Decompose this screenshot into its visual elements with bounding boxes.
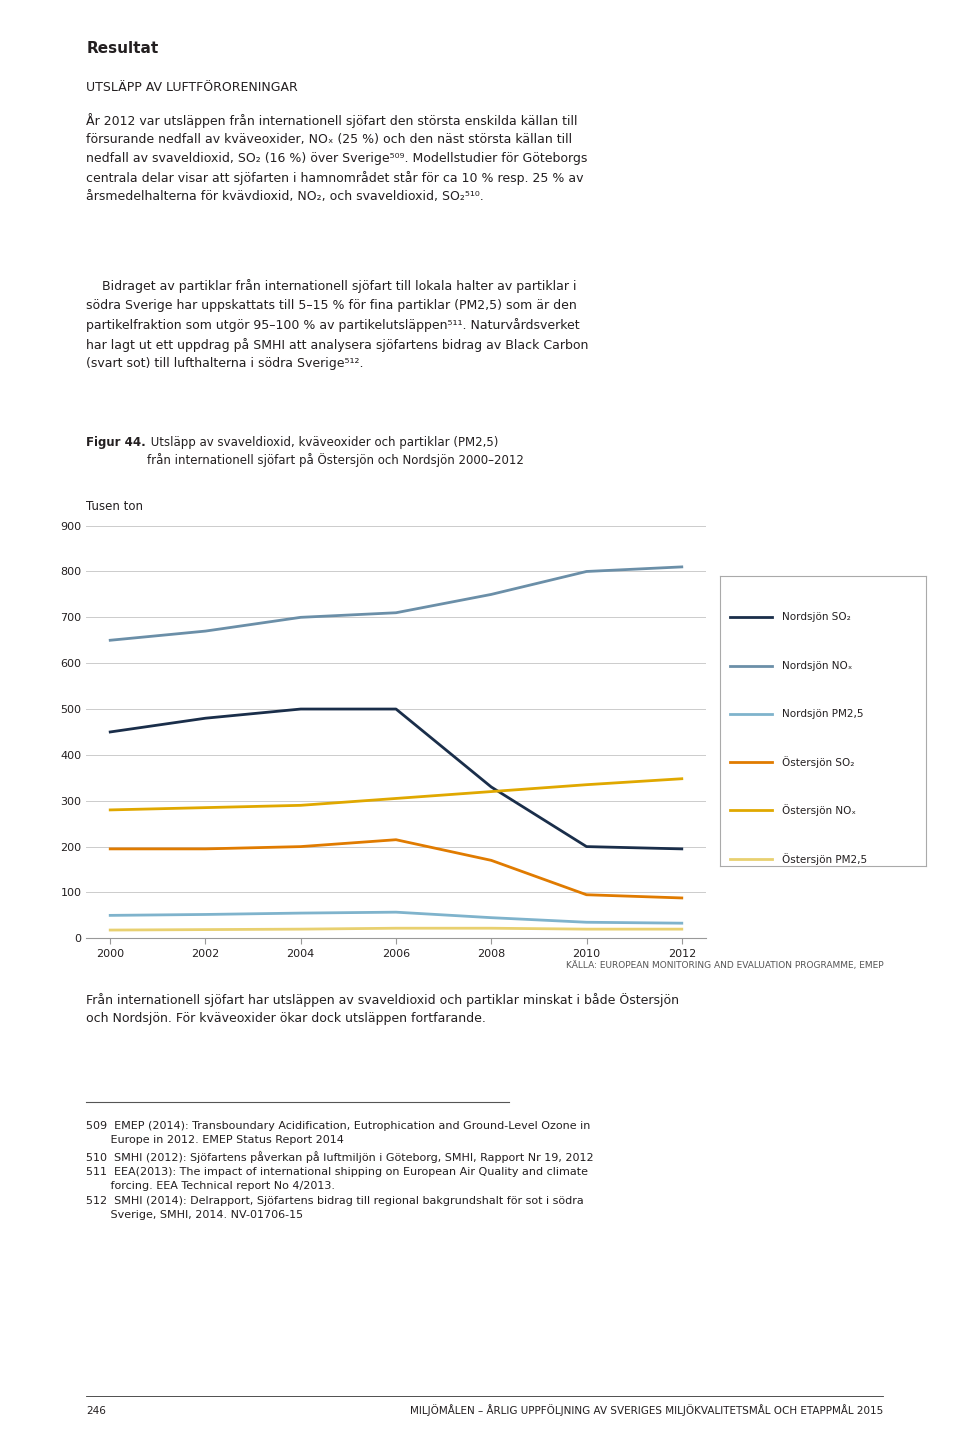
Text: KÄLLA: EUROPEAN MONITORING AND EVALUATION PROGRAMME, EMEP: KÄLLA: EUROPEAN MONITORING AND EVALUATIO…	[565, 961, 883, 970]
Text: Utsläpp av svaveldioxid, kväveoxider och partiklar (PM2,5)
från internationell s: Utsläpp av svaveldioxid, kväveoxider och…	[147, 436, 524, 468]
Text: Bidraget av partiklar från internationell sjöfart till lokala halter av partikla: Bidraget av partiklar från internationel…	[86, 279, 588, 371]
Text: UTSLÄPP AV LUFTFÖRORENINGAR: UTSLÄPP AV LUFTFÖRORENINGAR	[86, 81, 299, 94]
Text: 509  EMEP (2014): Transboundary Acidification, Eutrophication and Ground-Level O: 509 EMEP (2014): Transboundary Acidifica…	[86, 1121, 594, 1221]
Text: Figur 44.: Figur 44.	[86, 436, 146, 449]
Text: Nordsjön PM2,5: Nordsjön PM2,5	[781, 710, 863, 718]
Text: Från internationell sjöfart har utsläppen av svaveldioxid och partiklar minskat : Från internationell sjöfart har utsläppe…	[86, 993, 680, 1025]
Text: 246: 246	[86, 1406, 107, 1416]
Text: Östersjön PM2,5: Östersjön PM2,5	[781, 853, 867, 864]
Text: Östersjön NOₓ: Östersjön NOₓ	[781, 805, 856, 817]
Text: MILJÖMÅLEN – ÅRLIG UPPFÖLJNING AV SVERIGES MILJÖKVALITETSMÅL OCH ETAPPMÅL 2015: MILJÖMÅLEN – ÅRLIG UPPFÖLJNING AV SVERIG…	[410, 1405, 883, 1416]
Text: Tusen ton: Tusen ton	[86, 500, 143, 513]
Text: Nordsjön NOₓ: Nordsjön NOₓ	[781, 660, 852, 670]
Text: Östersjön SO₂: Östersjön SO₂	[781, 756, 854, 767]
Text: År 2012 var utsläppen från internationell sjöfart den största enskilda källan ti: År 2012 var utsläppen från internationel…	[86, 113, 588, 203]
Text: Nordsjön SO₂: Nordsjön SO₂	[781, 613, 851, 623]
Text: Resultat: Resultat	[86, 41, 158, 55]
